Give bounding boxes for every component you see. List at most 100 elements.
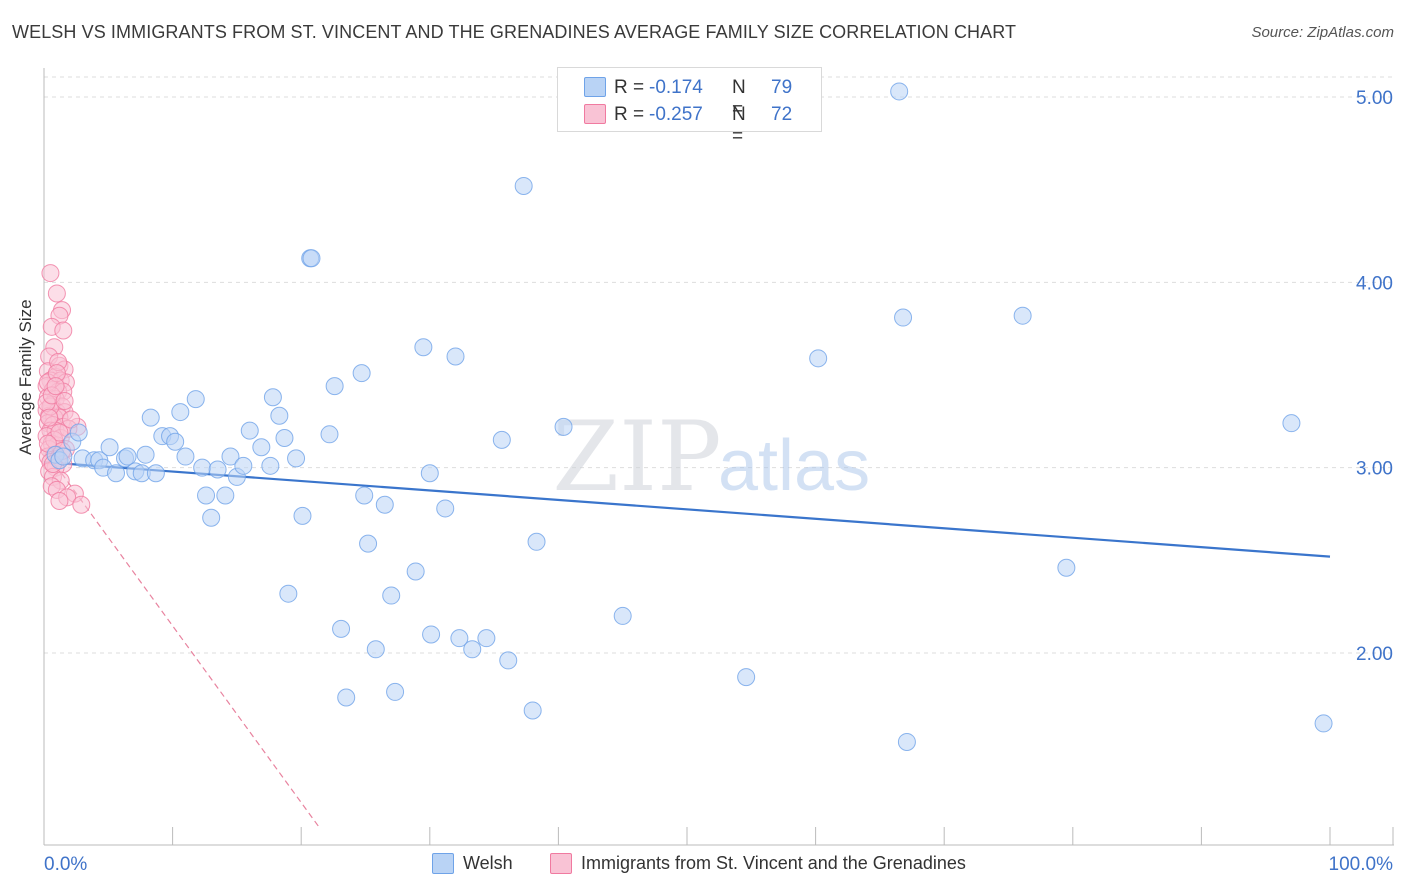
- point-welsh: [527, 532, 546, 551]
- data-points: [37, 82, 1333, 751]
- point-welsh: [737, 668, 756, 687]
- trend-line-immigrants: [43, 448, 321, 830]
- point-welsh: [54, 447, 73, 466]
- axes: [43, 68, 1394, 846]
- legend-swatch-immigrants: [584, 104, 606, 124]
- x-tick-label: 100.0%: [1329, 854, 1394, 875]
- watermark-zip: ZIP: [552, 401, 721, 513]
- point-welsh: [386, 682, 405, 701]
- y-tick-label: 2.00: [1356, 644, 1393, 665]
- point-welsh: [118, 447, 137, 466]
- legend-n-value: 72: [771, 104, 793, 125]
- point-immigrants: [50, 423, 69, 442]
- point-welsh: [208, 460, 227, 479]
- point-welsh: [463, 640, 482, 659]
- point-welsh: [261, 456, 280, 475]
- point-immigrants: [40, 408, 59, 427]
- point-welsh: [375, 495, 394, 514]
- gridlines: [44, 76, 1394, 654]
- point-welsh: [100, 438, 119, 457]
- point-welsh: [1314, 714, 1333, 733]
- series-swatch-immigrants: [550, 853, 572, 874]
- point-welsh: [166, 432, 185, 451]
- point-welsh: [420, 464, 439, 483]
- legend-swatch-welsh: [584, 77, 606, 97]
- correlation-legend: R = -0.174 N = 79 R = -0.257 N = 72: [557, 67, 822, 147]
- point-welsh: [221, 447, 240, 466]
- point-welsh: [252, 438, 271, 457]
- point-welsh: [270, 406, 289, 425]
- legend-n-value: 79: [771, 77, 793, 98]
- point-welsh: [450, 629, 469, 648]
- point-welsh: [176, 447, 195, 466]
- point-welsh: [69, 423, 88, 442]
- watermark: ZIP atlas: [552, 401, 870, 513]
- point-welsh: [422, 625, 441, 644]
- point-welsh: [1057, 558, 1076, 577]
- point-welsh: [382, 586, 401, 605]
- point-welsh: [1282, 414, 1301, 433]
- point-welsh: [332, 619, 351, 638]
- legend-r-value: -0.257: [649, 104, 703, 125]
- point-welsh: [613, 606, 632, 625]
- point-welsh: [171, 403, 190, 422]
- trend-line-welsh: [43, 461, 1331, 558]
- point-welsh: [514, 176, 533, 195]
- legend-n-label: N =: [732, 104, 746, 147]
- legend-r-label: R =: [614, 77, 645, 98]
- y-axis-label: Average Family Size: [16, 299, 35, 455]
- point-welsh: [263, 388, 282, 407]
- y-tick-label: 5.00: [1356, 88, 1393, 109]
- point-welsh: [436, 499, 455, 518]
- point-welsh: [406, 562, 425, 581]
- point-welsh: [275, 429, 294, 448]
- point-welsh: [146, 464, 165, 483]
- point-welsh: [355, 486, 374, 505]
- point-welsh: [279, 584, 298, 603]
- point-welsh: [499, 651, 518, 670]
- point-welsh: [366, 640, 385, 659]
- point-immigrants: [55, 391, 74, 410]
- point-welsh: [107, 464, 126, 483]
- point-immigrants: [46, 377, 65, 396]
- x-tick-label: 0.0%: [44, 854, 87, 875]
- point-welsh: [414, 338, 433, 357]
- point-welsh: [352, 364, 371, 383]
- trend-lines: [43, 448, 1331, 830]
- point-welsh: [240, 421, 259, 440]
- legend-r-label: R =: [614, 104, 645, 125]
- watermark-atlas: atlas: [718, 426, 870, 506]
- point-welsh: [890, 82, 909, 101]
- point-welsh: [234, 456, 253, 475]
- series-name-welsh: Welsh: [463, 853, 513, 873]
- chart-title: WELSH VS IMMIGRANTS FROM ST. VINCENT AND…: [12, 22, 1017, 42]
- point-welsh: [202, 508, 221, 527]
- point-welsh: [446, 347, 465, 366]
- point-welsh: [554, 417, 573, 436]
- point-immigrants: [47, 284, 66, 303]
- source-credit: Source: ZipAtlas.com: [1251, 24, 1394, 41]
- legend-r-value: -0.174: [649, 77, 703, 98]
- point-welsh: [523, 701, 542, 720]
- point-immigrants: [41, 264, 60, 283]
- point-welsh: [302, 249, 321, 268]
- point-welsh: [359, 534, 378, 553]
- point-welsh: [325, 377, 344, 396]
- tick-labels: 2.00 3.00 4.00 5.00 0.0% 100.0%: [44, 88, 1393, 875]
- legend-n-label: N =: [732, 77, 746, 120]
- point-welsh: [136, 445, 155, 464]
- point-welsh: [894, 308, 913, 327]
- point-welsh: [216, 486, 235, 505]
- point-welsh: [492, 430, 511, 449]
- y-tick-label: 4.00: [1356, 273, 1393, 294]
- point-welsh: [897, 732, 916, 751]
- point-welsh: [477, 629, 496, 648]
- point-welsh: [193, 458, 212, 477]
- point-immigrants: [54, 321, 73, 340]
- point-immigrants: [72, 495, 91, 514]
- point-welsh: [293, 506, 312, 525]
- series-swatch-welsh: [432, 853, 454, 874]
- point-welsh: [809, 349, 828, 368]
- point-welsh: [197, 486, 216, 505]
